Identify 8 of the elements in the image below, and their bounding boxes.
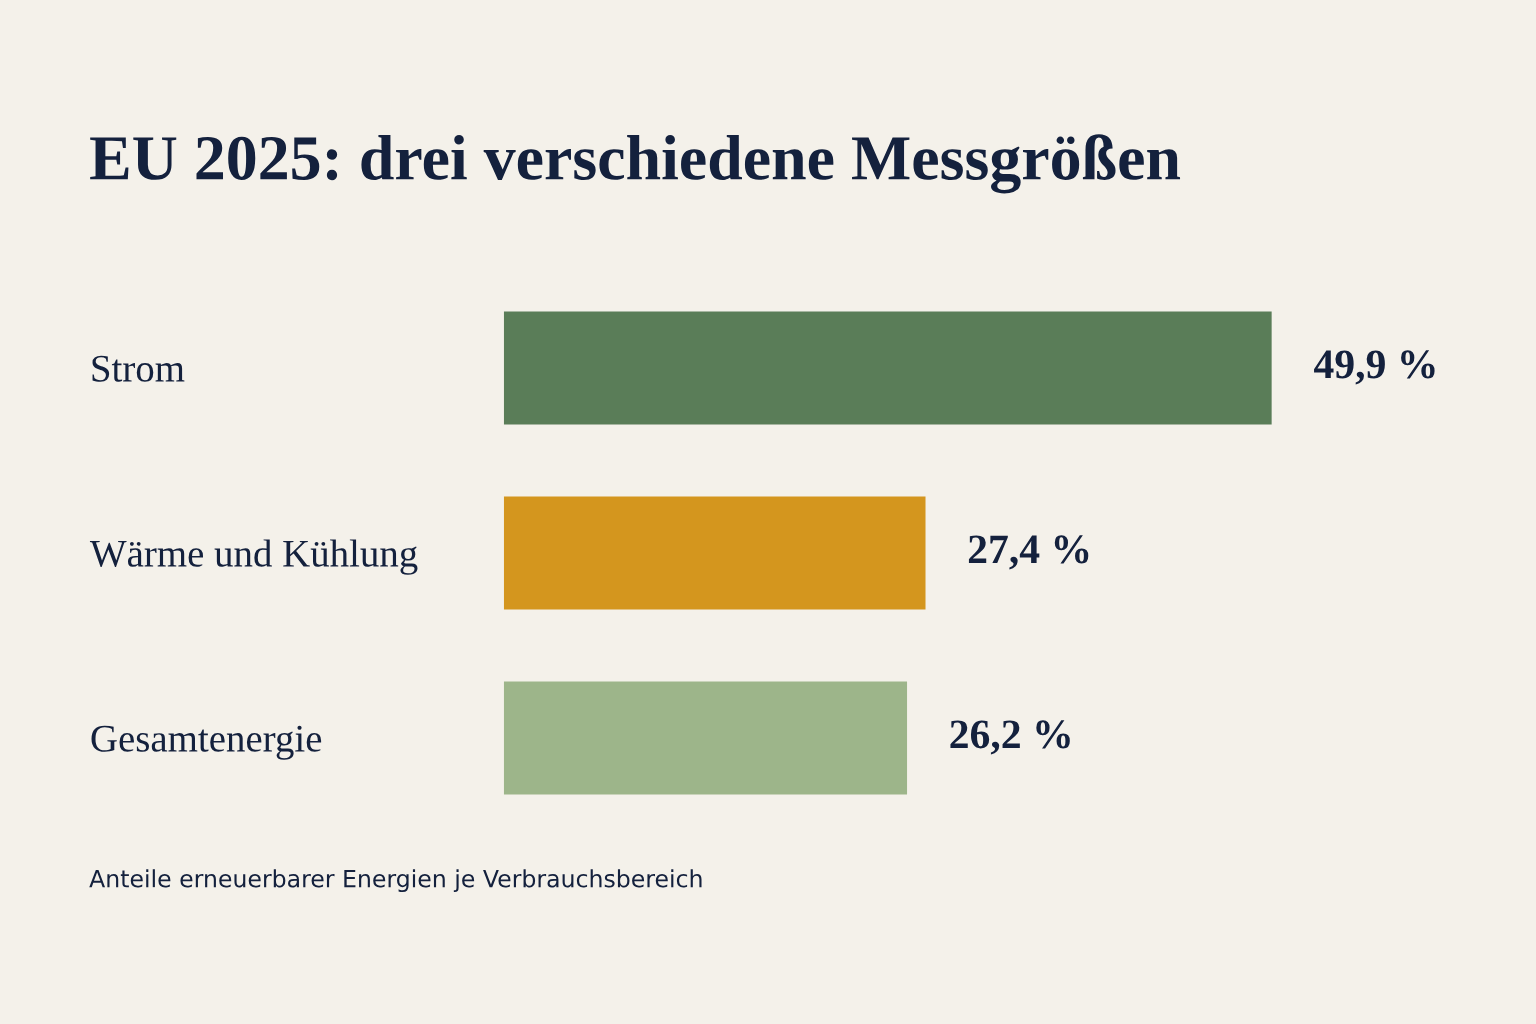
- y-tick-label: Gesamtenergie: [91, 725, 322, 760]
- y-tick-label: Wärme und Kühlung: [89, 539, 418, 575]
- data-label: 27,4 %: [968, 535, 1089, 570]
- y-tick-label: Strom: [92, 355, 185, 382]
- chart-title: EU 2025: drei verschiedene Messgrößen: [90, 134, 1181, 194]
- data-label: 49,9 %: [1314, 350, 1435, 385]
- text: Anteile erneuerbarer Energien je Verbrauchsbereich: [89, 869, 702, 893]
- data-label: 26,2 %: [950, 720, 1070, 755]
